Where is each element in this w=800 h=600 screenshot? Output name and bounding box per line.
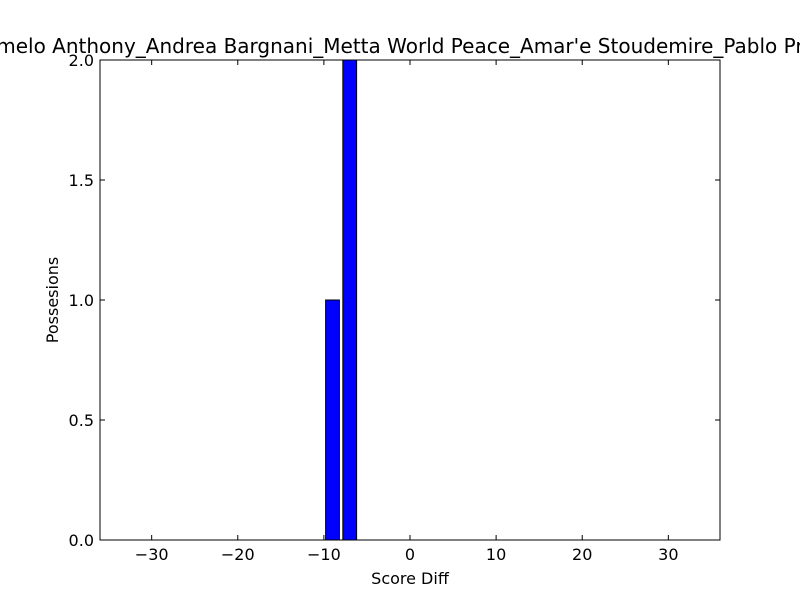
x-tick-label: 10 — [486, 545, 506, 564]
ticks-layer: −30 −20 −10 0 10 20 30 0.0 0.5 1.0 1.5 2.0 — [69, 51, 720, 564]
x-tick-label: 20 — [572, 545, 592, 564]
y-tick-label: 1.0 — [69, 291, 94, 310]
bar-1 — [342, 59, 358, 541]
plot-area — [100, 60, 720, 540]
x-axis-label: Score Diff — [371, 569, 450, 588]
y-tick-label: 1.5 — [69, 171, 94, 190]
chart-title: Carmelo Anthony_Andrea Bargnani_Metta Wo… — [0, 34, 800, 58]
y-axis-label: Possesions — [43, 257, 62, 343]
x-tick-label: 30 — [658, 545, 678, 564]
y-tick-label: 2.0 — [69, 51, 94, 70]
y-tick-label: 0.5 — [69, 411, 94, 430]
x-tick-label: −20 — [221, 545, 255, 564]
x-tick-label: −30 — [135, 545, 169, 564]
bar-0 — [325, 299, 340, 541]
x-tick-label: −10 — [307, 545, 341, 564]
y-tick-label: 0.0 — [69, 531, 94, 550]
x-tick-label: 0 — [405, 545, 415, 564]
